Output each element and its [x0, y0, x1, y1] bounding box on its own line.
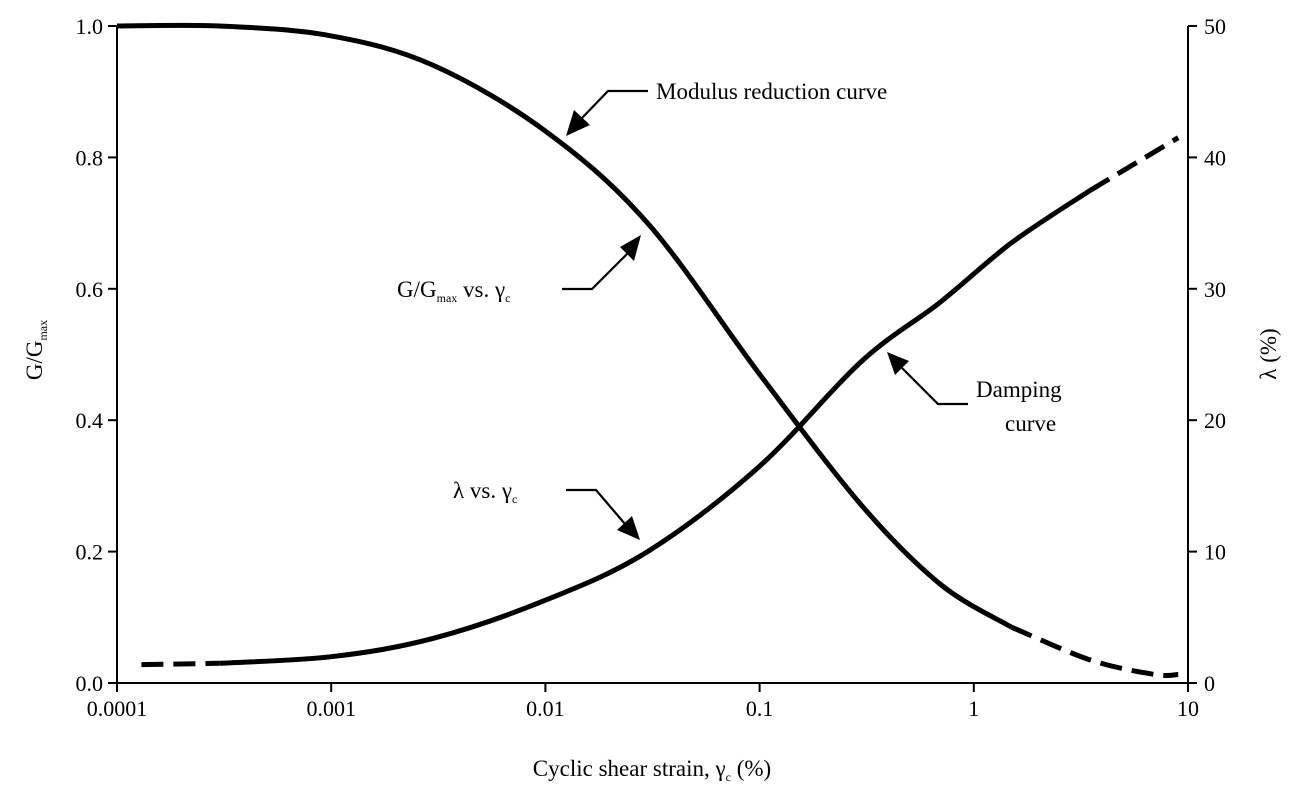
damping-curve-dashed-end — [1089, 135, 1180, 193]
damping-curve-dashed-start — [141, 660, 220, 668]
modulus-curve-dashed-end — [1010, 624, 1179, 679]
y-left-tick-label: 0.8 — [76, 145, 104, 170]
x-tick-label: 0.01 — [526, 696, 565, 721]
annotation-lambda-leader — [566, 488, 626, 525]
annotation-g-ratio-label: G/Gmax vs. γc — [397, 277, 511, 305]
y-right-tick-label: 50 — [1204, 14, 1226, 39]
x-tick-label: 0.0001 — [87, 696, 148, 721]
annotation-damping-label-line1: Damping — [976, 377, 1062, 402]
annotation-g-ratio: G/Gmax vs. γc — [397, 235, 641, 305]
x-tick-label: 0.001 — [306, 696, 356, 721]
annotation-modulus: Modulus reduction curve — [566, 79, 887, 136]
y-left-tick-label: 0.2 — [76, 540, 104, 565]
y-left-ticks: 0.0 0.2 0.4 0.6 0.8 1.0 — [76, 14, 117, 696]
y-right-ticks: 0 10 20 30 40 50 — [1188, 14, 1226, 696]
annotation-modulus-label: Modulus reduction curve — [656, 79, 887, 104]
annotation-lambda-arrow-icon — [617, 516, 640, 540]
y-right-tick-label: 0 — [1204, 671, 1215, 696]
y-left-tick-label: 0.4 — [76, 408, 104, 433]
annotation-damping: Damping curve — [887, 352, 1062, 436]
x-tick-label: 1 — [968, 696, 979, 721]
x-ticks: 0.0001 0.001 0.01 0.1 1 10 — [87, 683, 1199, 721]
annotation-g-ratio-arrow-icon — [620, 235, 641, 261]
annotation-g-ratio-leader — [562, 253, 628, 291]
y-left-tick-label: 0.0 — [76, 671, 104, 696]
annotation-lambda-label: λ vs. γc — [453, 478, 517, 506]
y-left-tick-label: 0.6 — [76, 277, 104, 302]
x-tick-label: 0.1 — [746, 696, 774, 721]
x-axis-title: Cyclic shear strain, γc (%) — [533, 756, 771, 784]
annotation-lambda: λ vs. γc — [453, 478, 640, 540]
curves — [116, 22, 1180, 679]
y-axis-left-title: G/Gmax — [22, 320, 50, 380]
y-left-tick-label: 1.0 — [76, 14, 104, 39]
modulus-curve — [116, 22, 1013, 630]
y-right-tick-label: 10 — [1204, 540, 1226, 565]
y-right-tick-label: 40 — [1204, 145, 1226, 170]
damping-curve — [219, 188, 1092, 666]
annotation-modulus-leader — [581, 89, 648, 119]
y-right-tick-label: 30 — [1204, 277, 1226, 302]
y-axis-right-title: λ (%) — [1256, 328, 1281, 379]
x-tick-label: 10 — [1177, 696, 1199, 721]
y-right-tick-label: 20 — [1204, 408, 1226, 433]
annotation-damping-arrow-icon — [887, 352, 909, 375]
annotation-modulus-arrow-icon — [566, 110, 590, 136]
annotation-damping-label-line2: curve — [1005, 411, 1056, 436]
annotation-damping-leader — [901, 367, 968, 406]
